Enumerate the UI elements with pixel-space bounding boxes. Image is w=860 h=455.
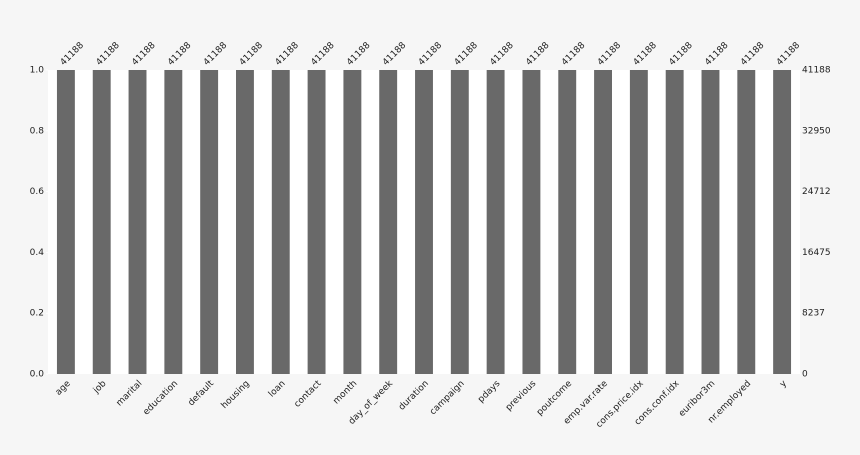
bar — [737, 70, 756, 374]
y2-tick-label: 41188 — [802, 66, 831, 76]
y2-tick-label: 0 — [802, 370, 808, 380]
y-tick-label: 1.0 — [30, 66, 45, 76]
y-tick-label: 0.4 — [30, 248, 45, 258]
bar — [271, 70, 290, 374]
bar — [307, 70, 326, 374]
bar — [343, 70, 362, 374]
bar — [594, 70, 612, 374]
y-tick-label: 0.6 — [30, 187, 45, 197]
bar — [558, 70, 577, 374]
y2-tick-label: 16475 — [802, 248, 831, 258]
bar — [236, 70, 254, 374]
bar — [701, 70, 720, 374]
y-tick-label: 0.0 — [30, 370, 45, 380]
bar — [450, 70, 469, 374]
bar — [56, 70, 75, 374]
y-tick-label: 0.8 — [30, 126, 45, 136]
bar — [379, 70, 398, 374]
bar — [486, 70, 505, 374]
bar — [629, 70, 648, 374]
bar — [415, 70, 433, 374]
y2-tick-label: 8237 — [802, 309, 825, 319]
bar — [200, 70, 219, 374]
y-tick-label: 0.2 — [30, 309, 44, 319]
bar — [92, 70, 111, 374]
bar — [128, 70, 147, 374]
bar — [773, 70, 792, 374]
y2-tick-label: 24712 — [802, 187, 831, 197]
y2-tick-label: 32950 — [802, 126, 831, 136]
x-tick-label: y — [778, 378, 789, 389]
bar — [665, 70, 684, 374]
bar — [164, 70, 183, 374]
bar — [522, 70, 541, 374]
